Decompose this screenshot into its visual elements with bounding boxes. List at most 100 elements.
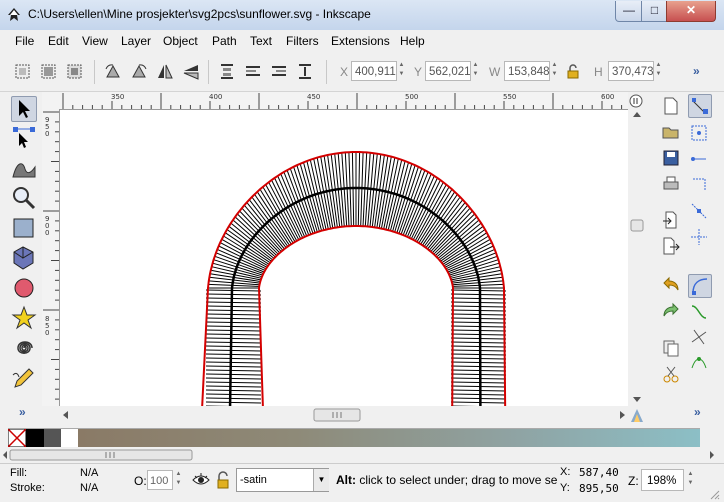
- menu-view[interactable]: View: [82, 34, 108, 48]
- snapbar-more-chevron[interactable]: »: [694, 405, 701, 419]
- deselect-icon[interactable]: [66, 63, 84, 80]
- save-icon[interactable]: [661, 148, 681, 168]
- ruler-label: 8 5 0: [45, 315, 50, 337]
- vertical-ruler[interactable]: 9 5 0 9 0 0 8 5 0: [42, 109, 60, 406]
- snap-center-button[interactable]: [688, 226, 712, 250]
- ellipse-tool-button[interactable]: [11, 275, 37, 301]
- resize-grip-icon[interactable]: [708, 488, 720, 500]
- toolbar-more-chevron[interactable]: »: [693, 64, 700, 78]
- snap-toggle-button[interactable]: [688, 94, 712, 118]
- rect-tool-button[interactable]: [11, 215, 37, 241]
- lower-to-bottom-icon[interactable]: [296, 63, 314, 80]
- raise-to-top-icon[interactable]: [218, 63, 236, 80]
- flip-vertical-icon[interactable]: [182, 63, 200, 80]
- menu-path[interactable]: Path: [212, 34, 237, 48]
- fill-label: Fill:: [10, 467, 28, 479]
- rotate-ccw-icon[interactable]: [104, 63, 122, 80]
- status-bar: Fill: N/A Stroke: N/A O: 100 ▲ ▼ -satin ▼…: [0, 463, 724, 502]
- menu-extensions[interactable]: Extensions: [331, 34, 390, 48]
- snap-smooth-button[interactable]: [688, 352, 712, 376]
- maximize-button[interactable]: □: [641, 1, 668, 22]
- star-tool-button[interactable]: [11, 305, 37, 331]
- menu-edit[interactable]: Edit: [48, 34, 69, 48]
- snap-midpoint-button[interactable]: [688, 200, 712, 224]
- menu-object[interactable]: Object: [163, 34, 198, 48]
- minimize-button[interactable]: —: [615, 1, 643, 22]
- snap-nodes-button[interactable]: [688, 274, 712, 298]
- vertical-scrollbar-parts: [630, 112, 644, 402]
- cut-icon[interactable]: [661, 364, 681, 384]
- rotate-cw-icon[interactable]: [130, 63, 148, 80]
- menu-file[interactable]: File: [15, 34, 35, 48]
- spiral-tool-button[interactable]: [11, 335, 37, 361]
- y-spinner[interactable]: ▲ ▼: [472, 62, 479, 77]
- zoom-tool-button[interactable]: [11, 185, 37, 211]
- print-icon[interactable]: [661, 174, 681, 194]
- menu-help[interactable]: Help: [400, 34, 425, 48]
- lower-icon[interactable]: [270, 63, 288, 80]
- new-document-icon[interactable]: [661, 96, 681, 116]
- y-field[interactable]: 562,021: [425, 61, 471, 81]
- swatch-gradient-strip[interactable]: [78, 429, 700, 447]
- snap-midpoint-icon: [691, 203, 707, 219]
- zoom-fit-icon[interactable]: [628, 93, 644, 109]
- toolbar-separator: [326, 60, 327, 84]
- horizontal-scrollbar[interactable]: [60, 406, 628, 424]
- no-paint-swatch[interactable]: [8, 429, 26, 447]
- horizontal-ruler[interactable]: 350 400 450 500 550 600: [60, 92, 628, 110]
- ruler-label: 550: [503, 93, 517, 101]
- tweak-tool-button[interactable]: [11, 155, 37, 181]
- ruler-label: 9 5 0: [45, 116, 50, 138]
- stroke-value: N/A: [80, 482, 99, 494]
- undo-icon[interactable]: [661, 274, 681, 294]
- 3dbox-tool-button[interactable]: [11, 245, 37, 271]
- opacity-spinner[interactable]: ▲ ▼: [175, 471, 182, 486]
- redo-icon[interactable]: [661, 300, 681, 320]
- height-field[interactable]: 370,473: [608, 61, 654, 81]
- ruler-ticks: [62, 93, 623, 109]
- width-field[interactable]: 153,848: [504, 61, 550, 81]
- height-spinner[interactable]: ▲ ▼: [655, 62, 662, 77]
- select-tool-button[interactable]: [11, 96, 37, 122]
- vertical-scrollbar[interactable]: [628, 109, 646, 406]
- export-icon[interactable]: [661, 236, 681, 256]
- flip-horizontal-icon[interactable]: [156, 63, 174, 80]
- x-field[interactable]: 400,911: [351, 61, 397, 81]
- width-spinner[interactable]: ▲ ▼: [551, 62, 558, 77]
- copy-icon[interactable]: [661, 338, 681, 358]
- snap-bbox-corner-button[interactable]: [688, 174, 712, 198]
- node-tool-button[interactable]: [11, 125, 37, 151]
- color-manage-icon[interactable]: [629, 406, 645, 424]
- y-label: Y: [414, 65, 423, 79]
- cursor-y-value: 895,50: [579, 482, 619, 495]
- swatch-dark-gray[interactable]: [44, 429, 61, 447]
- layer-dropdown[interactable]: -satin ▼: [236, 468, 329, 492]
- snap-bbox-edge-button[interactable]: [688, 148, 712, 172]
- menu-text[interactable]: Text: [250, 34, 273, 48]
- open-folder-icon[interactable]: [661, 122, 681, 142]
- snap-bbox-button[interactable]: [688, 122, 712, 146]
- zoom-spinner[interactable]: ▲ ▼: [687, 471, 694, 486]
- swatch-white[interactable]: [61, 429, 78, 447]
- swatch-black[interactable]: [26, 429, 44, 447]
- snap-intersections-button[interactable]: [688, 326, 712, 350]
- drawing-canvas[interactable]: [60, 110, 628, 406]
- snap-nodes-icon: [692, 278, 708, 295]
- import-icon[interactable]: [661, 210, 681, 230]
- toolbox-more-chevron[interactable]: »: [19, 405, 26, 419]
- opacity-field[interactable]: 100: [147, 470, 173, 490]
- snap-paths-button[interactable]: [688, 300, 712, 324]
- menu-layer[interactable]: Layer: [121, 34, 152, 48]
- menu-filters[interactable]: Filters: [286, 34, 319, 48]
- layer-lock-icon[interactable]: [216, 471, 230, 489]
- palette-scrollbar[interactable]: [0, 447, 724, 463]
- raise-icon[interactable]: [244, 63, 262, 80]
- select-all-icon[interactable]: [14, 63, 32, 80]
- eye-icon[interactable]: [192, 472, 210, 488]
- close-button[interactable]: ✕: [666, 1, 716, 22]
- select-all-layers-icon[interactable]: [40, 63, 58, 80]
- pencil-tool-button[interactable]: [11, 365, 37, 391]
- x-spinner[interactable]: ▲ ▼: [398, 62, 405, 77]
- zoom-field[interactable]: 198%: [641, 469, 684, 491]
- lock-icon[interactable]: [565, 63, 581, 80]
